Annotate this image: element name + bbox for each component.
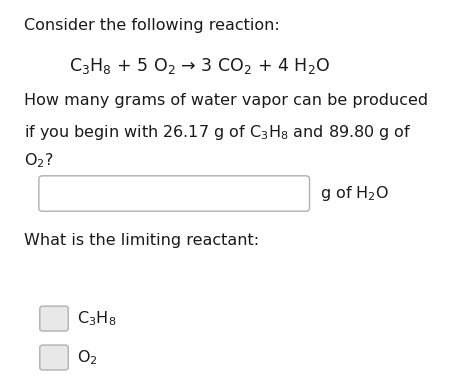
Text: O$_2$: O$_2$: [77, 348, 98, 367]
Text: C$_3$H$_8$ + 5 O$_2$ → 3 CO$_2$ + 4 H$_2$O: C$_3$H$_8$ + 5 O$_2$ → 3 CO$_2$ + 4 H$_2…: [69, 56, 329, 76]
FancyBboxPatch shape: [40, 345, 68, 370]
Text: How many grams of water vapor can be produced: How many grams of water vapor can be pro…: [24, 93, 428, 109]
Text: O$_2$?: O$_2$?: [24, 152, 53, 170]
Text: g of H$_2$O: g of H$_2$O: [320, 184, 389, 203]
Text: What is the limiting reactant:: What is the limiting reactant:: [24, 233, 259, 249]
Text: if you begin with 26.17 g of C$_3$H$_8$ and 89.80 g of: if you begin with 26.17 g of C$_3$H$_8$ …: [24, 123, 411, 142]
FancyBboxPatch shape: [40, 306, 68, 331]
FancyBboxPatch shape: [39, 176, 310, 211]
Text: C$_3$H$_8$: C$_3$H$_8$: [77, 309, 117, 328]
Text: Consider the following reaction:: Consider the following reaction:: [24, 18, 280, 33]
